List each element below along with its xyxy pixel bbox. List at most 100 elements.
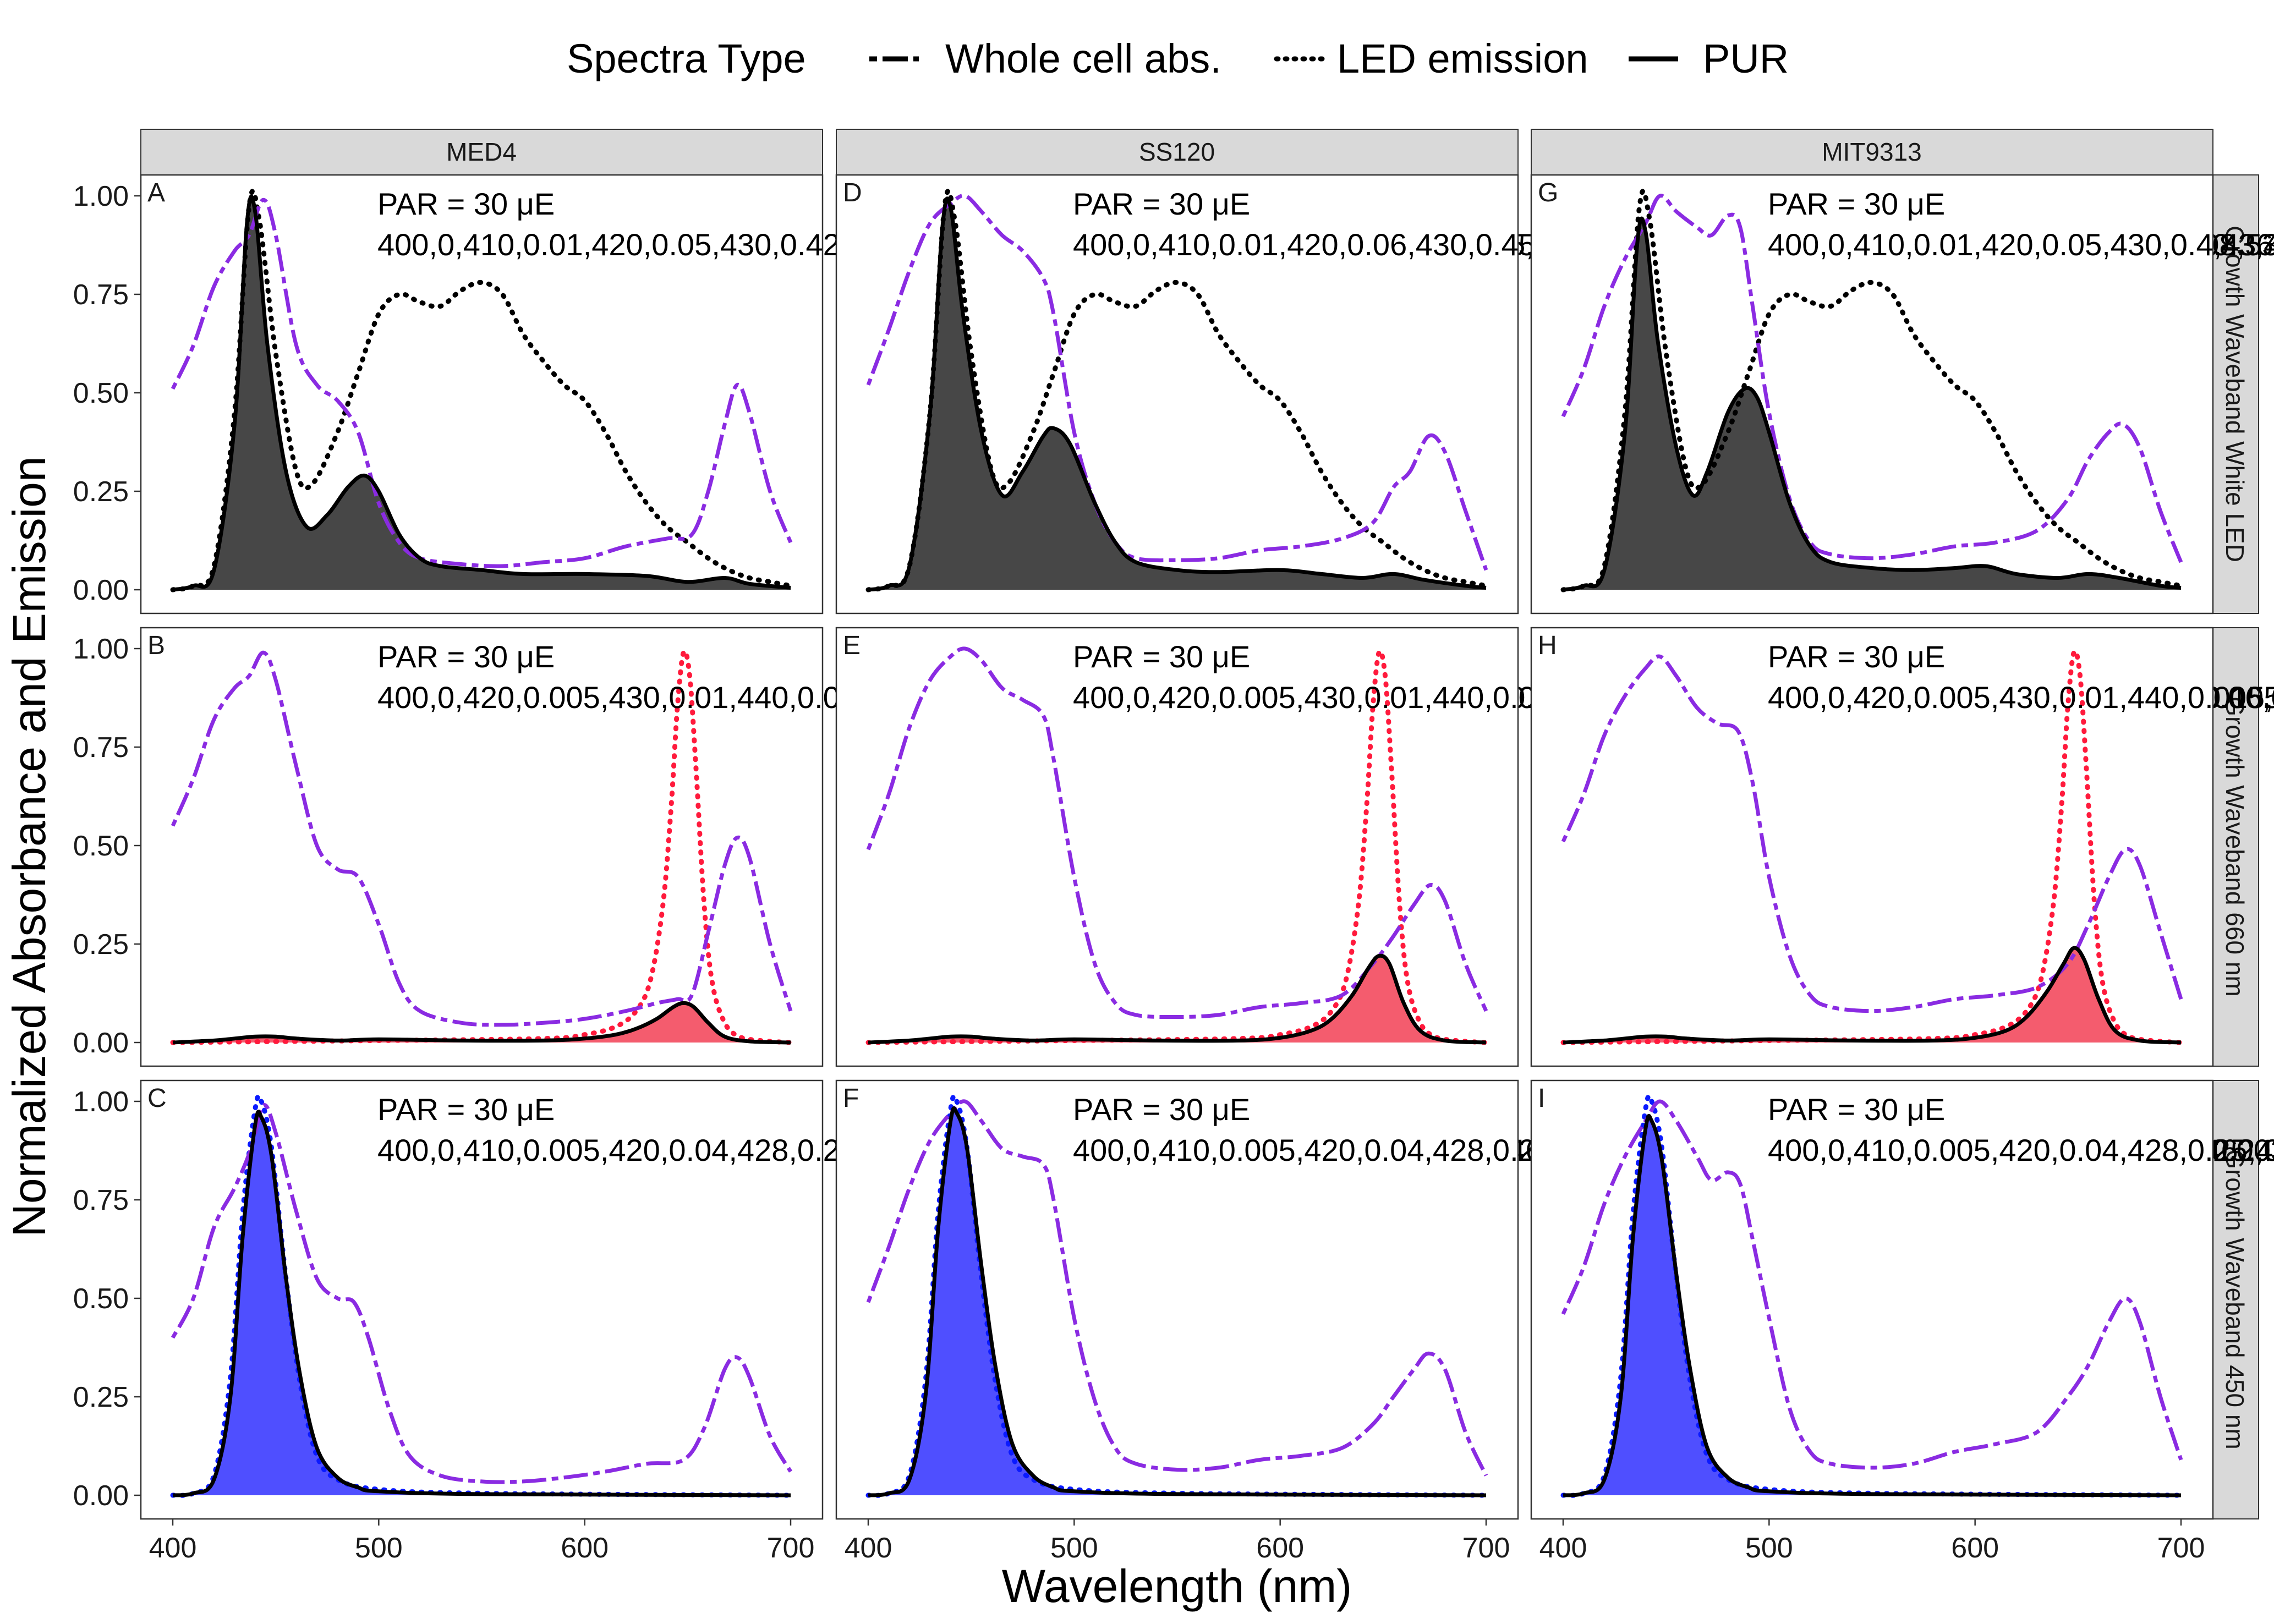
pur-area (173, 1111, 791, 1495)
panel-plot-area (170, 649, 793, 1045)
panel-letter: B (147, 631, 165, 660)
pur-line (172, 1001, 791, 1045)
panel-background (836, 628, 1518, 1066)
x-tick-label: 700 (2157, 1532, 2205, 1564)
panel-border (140, 174, 824, 615)
x-tick-label: 500 (355, 1532, 403, 1564)
panel-i: I PAR = 30 μE 400,0,410,0.005,420,0.04,428… (1530, 1079, 2274, 1564)
led-emission-line (1560, 188, 2184, 592)
par-annotation: PAR = 30 μE (1768, 1092, 1945, 1127)
par-annotation: PAR = 30 μE (377, 1092, 555, 1127)
y-tick-label: 0.25 (73, 476, 129, 508)
pur-annotation: 400,0,410,0.01,420,0.05,430,0.4,436,0.88… (1768, 227, 2274, 262)
strip-row-1 (2212, 174, 2259, 614)
pur-line (1563, 216, 2182, 592)
strip-col-2 (836, 129, 1519, 175)
par-annotation: PAR = 30 μE (1768, 639, 1945, 674)
pur-line (868, 196, 1487, 592)
legend: Spectra Type Whole cell abs. LED emissio… (567, 36, 1789, 81)
panel-letter: C (147, 1084, 167, 1113)
strip-label-row-1: Growth Waveband White LED (2221, 226, 2249, 562)
panel-letter: F (843, 1084, 859, 1113)
led-emission-line (865, 649, 1489, 1045)
y-tick-label: 0.25 (73, 1381, 129, 1413)
panel-plot-area (865, 646, 1489, 1045)
y-tick-label: 0.75 (73, 279, 129, 311)
y-tick-label: 0.25 (73, 929, 129, 961)
y-tick-label: 1.00 (73, 180, 129, 212)
pur-line (868, 953, 1487, 1045)
legend-title: Spectra Type (567, 36, 806, 81)
pur-area (1563, 218, 2181, 590)
panel-plot-area (1560, 649, 2184, 1045)
pur-annotation: 400,0,410,0.005,420,0.04,428,0.25,434,0.… (1768, 1133, 2274, 1167)
absorbance-line (171, 650, 793, 1027)
pur-area (173, 196, 791, 590)
strip-label-col-3: MIT9313 (1822, 138, 1922, 166)
panels: A PAR = 30 μE 400,0,410,0.01,420,0.05,430,… (73, 174, 2274, 1564)
panel-border (835, 627, 1519, 1067)
pur-annotation: 400,0,420,0.005,430,0.01,440,0.015,450,0… (1768, 680, 2274, 715)
strip-row-3 (2212, 1080, 2259, 1519)
panel-letter: A (147, 178, 165, 207)
panel-border (1530, 174, 2214, 615)
absorbance-line (1561, 1099, 2183, 1470)
x-tick-label: 400 (149, 1532, 197, 1564)
strip-label-col-1: MED4 (446, 138, 517, 166)
panel-border (1530, 1079, 2214, 1520)
pur-line (172, 1110, 791, 1497)
strip-label-row-2: Growth Waveband 660 nm (2221, 696, 2249, 996)
y-tick-label: 0.75 (73, 1184, 129, 1216)
panel-h: H PAR = 30 μE 400,0,420,0.005,430,0.01,440… (1530, 627, 2274, 1067)
panel-f: F PAR = 30 μE 400,0,410,0.005,420,0.04,428… (835, 1079, 2274, 1564)
panel-border (140, 1079, 824, 1520)
panel-border (140, 627, 824, 1067)
led-emission-line (1560, 649, 2184, 1045)
x-tick-label: 600 (1951, 1532, 1999, 1564)
pur-area (173, 1003, 791, 1043)
strip-row-2 (2212, 627, 2259, 1067)
absorbance-line (171, 1103, 793, 1484)
panel-border (835, 174, 1519, 615)
absorbance-line (866, 646, 1488, 1019)
y-axis-title: Normalized Absorbance and Emission (3, 456, 55, 1237)
panel-border (835, 1079, 1519, 1520)
pur-line (1563, 946, 2182, 1045)
pur-line (172, 194, 791, 592)
panel-background (1531, 628, 2213, 1066)
column-strips: MED4 SS120 MIT9313 (140, 129, 2213, 175)
pur-area (868, 198, 1486, 590)
y-tick-label: 0.50 (73, 1283, 129, 1315)
panel-background (141, 628, 823, 1066)
panel-plot-area (1560, 1093, 2184, 1498)
x-tick-label: 400 (1539, 1532, 1587, 1564)
led-emission-line (170, 649, 793, 1045)
x-tick-label: 600 (1256, 1532, 1304, 1564)
y-tick-label: 0.00 (73, 1027, 129, 1059)
panel-letter: H (1538, 631, 1557, 660)
x-tick-label: 500 (1745, 1532, 1793, 1564)
par-annotation: PAR = 30 μE (1073, 186, 1250, 221)
legend-label-pur: PUR (1703, 36, 1789, 81)
panel-plot-area (170, 188, 793, 592)
x-tick-label: 500 (1050, 1532, 1098, 1564)
panel-letter: D (843, 178, 862, 207)
y-tick-label: 1.00 (73, 633, 129, 665)
strip-label-row-3: Growth Waveband 450 nm (2221, 1149, 2249, 1449)
x-axis-title: Wavelength (nm) (1002, 1560, 1352, 1612)
par-annotation: PAR = 30 μE (377, 186, 555, 221)
par-annotation: PAR = 30 μE (1073, 1092, 1250, 1127)
y-tick-label: 0.50 (73, 830, 129, 862)
pur-line (868, 1106, 1487, 1497)
absorbance-line (1561, 654, 2183, 1013)
x-tick-label: 700 (1462, 1532, 1510, 1564)
x-tick-label: 400 (845, 1532, 892, 1564)
y-tick-label: 0.00 (73, 1480, 129, 1512)
pur-line (1563, 1113, 2182, 1497)
absorbance-line (1561, 194, 2183, 563)
panel-letter: I (1538, 1084, 1545, 1113)
panel-plot-area (865, 188, 1489, 592)
strip-col-3 (1531, 129, 2213, 175)
row-strips: Growth Waveband White LED Growth Waveban… (2212, 174, 2259, 1519)
